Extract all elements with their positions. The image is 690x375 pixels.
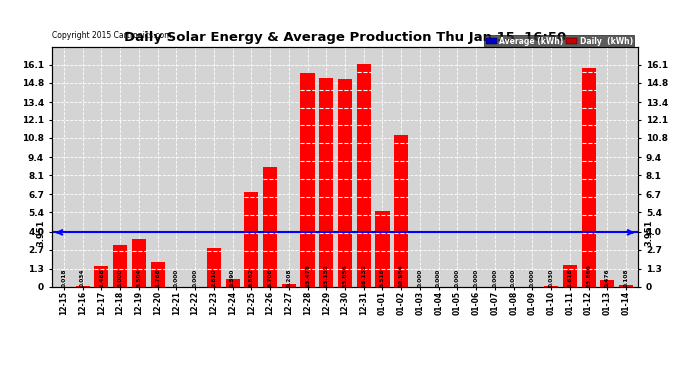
Text: 5.516: 5.516: [380, 268, 385, 286]
Text: 0.000: 0.000: [473, 268, 479, 286]
Bar: [244, 192, 258, 287]
Bar: [582, 68, 595, 287]
Bar: [150, 262, 165, 287]
Text: 0.034: 0.034: [80, 268, 85, 286]
Text: 0.000: 0.000: [436, 268, 441, 286]
Text: 0.000: 0.000: [530, 268, 535, 286]
Bar: [319, 78, 333, 287]
Bar: [113, 246, 127, 287]
Bar: [600, 280, 614, 287]
Text: 0.000: 0.000: [455, 268, 460, 286]
Bar: [619, 285, 633, 287]
Text: 0.000: 0.000: [493, 268, 497, 286]
Text: 0.000: 0.000: [174, 268, 179, 286]
Text: 2.810: 2.810: [211, 268, 217, 286]
Bar: [282, 284, 296, 287]
Text: 15.056: 15.056: [342, 264, 348, 286]
Bar: [76, 286, 90, 287]
Text: 3.951: 3.951: [37, 219, 46, 246]
Text: 3.951: 3.951: [644, 219, 653, 246]
Text: 0.000: 0.000: [511, 268, 516, 286]
Bar: [263, 167, 277, 287]
Bar: [95, 266, 108, 287]
Text: 8.708: 8.708: [268, 268, 273, 286]
Bar: [544, 286, 558, 287]
Text: 0.108: 0.108: [624, 268, 629, 286]
Bar: [338, 79, 352, 287]
Text: 16.132: 16.132: [362, 264, 366, 286]
Bar: [301, 74, 315, 287]
Bar: [375, 211, 389, 287]
Bar: [132, 238, 146, 287]
Bar: [226, 279, 239, 287]
Text: 15.478: 15.478: [305, 264, 310, 286]
Bar: [563, 264, 577, 287]
Text: 15.860: 15.860: [586, 264, 591, 286]
Text: 15.152: 15.152: [324, 264, 328, 286]
Text: 3.000: 3.000: [117, 268, 123, 286]
Bar: [207, 248, 221, 287]
Text: 3.504: 3.504: [137, 268, 141, 286]
Text: 0.000: 0.000: [417, 268, 422, 286]
Text: 0.030: 0.030: [549, 268, 553, 286]
Bar: [357, 64, 371, 287]
Text: 1.488: 1.488: [99, 268, 104, 286]
Text: 1.768: 1.768: [155, 268, 160, 286]
Text: 10.984: 10.984: [399, 264, 404, 286]
Text: Copyright 2015 Cartronics.com: Copyright 2015 Cartronics.com: [52, 31, 171, 40]
Bar: [394, 135, 408, 287]
Text: 0.208: 0.208: [286, 268, 291, 286]
Text: 1.618: 1.618: [567, 268, 573, 286]
Title: Daily Solar Energy & Average Production Thu Jan 15  16:50: Daily Solar Energy & Average Production …: [124, 32, 566, 44]
Legend: Average (kWh), Daily  (kWh): Average (kWh), Daily (kWh): [484, 35, 634, 47]
Text: 0.018: 0.018: [61, 268, 66, 286]
Text: 0.476: 0.476: [605, 268, 610, 286]
Text: 0.590: 0.590: [230, 268, 235, 286]
Text: 0.000: 0.000: [193, 268, 197, 286]
Text: 6.862: 6.862: [249, 268, 254, 286]
